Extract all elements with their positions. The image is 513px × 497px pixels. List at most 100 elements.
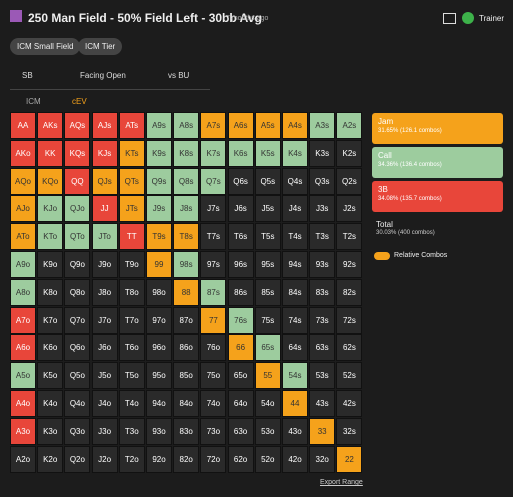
hand-cell[interactable]: J9o — [91, 251, 118, 278]
hand-cell[interactable]: 98o — [146, 278, 172, 306]
hand-cell[interactable]: K4o — [37, 390, 64, 417]
hand-cell[interactable]: J8s — [173, 195, 200, 223]
hand-cell[interactable]: 42o — [282, 445, 308, 473]
hand-cell[interactable]: J6s — [227, 195, 254, 223]
hand-cell[interactable]: K2s — [336, 139, 363, 167]
hand-cell[interactable]: Q6o — [64, 334, 91, 362]
hand-cell[interactable]: QJs — [91, 167, 118, 195]
hand-cell[interactable]: Q5s — [254, 167, 281, 195]
hand-cell[interactable]: JTs — [118, 195, 145, 223]
hand-cell[interactable]: KQs — [64, 139, 91, 167]
hand-cell[interactable]: KTs — [118, 139, 145, 167]
hand-cell[interactable]: 66 — [227, 334, 254, 362]
chip[interactable]: ICM Tier — [78, 38, 123, 55]
hand-cell[interactable]: Q5o — [64, 362, 91, 390]
hand-cell[interactable]: TT — [118, 223, 145, 251]
hand-cell[interactable]: T4o — [118, 390, 145, 417]
hand-cell[interactable]: 32o — [309, 445, 336, 473]
hand-cell[interactable]: AA — [10, 112, 36, 139]
hand-cell[interactable]: K7s — [200, 139, 227, 167]
hand-cell[interactable]: 97o — [146, 306, 172, 334]
hand-cell[interactable]: 65s — [254, 334, 281, 362]
hand-cell[interactable]: 33 — [309, 417, 336, 445]
hand-cell[interactable]: KQo — [37, 167, 64, 195]
hand-cell[interactable]: 87s — [200, 278, 227, 306]
hand-cell[interactable]: Q8o — [64, 278, 91, 306]
hand-cell[interactable]: AKo — [10, 139, 36, 167]
trainer-icon[interactable] — [462, 12, 474, 24]
hand-cell[interactable]: QQ — [64, 167, 91, 195]
hand-cell[interactable]: 83o — [173, 417, 200, 445]
hand-cell[interactable]: J2s — [336, 195, 363, 223]
hand-cell[interactable]: 92s — [336, 251, 363, 278]
hand-cell[interactable]: KJs — [91, 139, 118, 167]
hand-cell[interactable]: JJ — [91, 195, 118, 223]
hand-cell[interactable]: 62o — [227, 445, 254, 473]
hand-cell[interactable]: T6s — [227, 223, 254, 251]
hand-cell[interactable]: 97s — [200, 251, 227, 278]
hand-cell[interactable]: 54o — [254, 390, 281, 417]
hand-cell[interactable]: T8s — [173, 223, 200, 251]
hand-cell[interactable]: AQs — [64, 112, 91, 139]
hand-cell[interactable]: K2o — [37, 445, 64, 473]
hand-cell[interactable]: J3s — [309, 195, 336, 223]
hand-cell[interactable]: 75s — [254, 306, 281, 334]
hand-cell[interactable]: Q9o — [64, 251, 91, 278]
hand-cell[interactable]: A2s — [336, 112, 363, 139]
hand-cell[interactable]: J8o — [91, 278, 118, 306]
hand-cell[interactable]: ATo — [10, 223, 36, 251]
hand-cell[interactable]: J2o — [91, 445, 118, 473]
hand-cell[interactable]: K9s — [146, 139, 172, 167]
hand-cell[interactable]: T7s — [200, 223, 227, 251]
hand-cell[interactable]: 88 — [173, 278, 200, 306]
export-link[interactable]: Export Range — [320, 479, 363, 486]
hand-cell[interactable]: 52o — [254, 445, 281, 473]
hand-cell[interactable]: 73o — [200, 417, 227, 445]
hand-cell[interactable]: 44 — [282, 390, 308, 417]
hand-cell[interactable]: 99 — [146, 251, 172, 278]
hand-cell[interactable]: T8o — [118, 278, 145, 306]
hand-cell[interactable]: Q4o — [64, 390, 91, 417]
hand-cell[interactable]: 76s — [227, 306, 254, 334]
hand-cell[interactable]: 94o — [146, 390, 172, 417]
hand-cell[interactable]: J3o — [91, 417, 118, 445]
hand-cell[interactable]: 74o — [200, 390, 227, 417]
hand-cell[interactable]: Q8s — [173, 167, 200, 195]
hand-cell[interactable]: 52s — [336, 362, 363, 390]
hand-cell[interactable]: A9o — [10, 251, 36, 278]
hand-cell[interactable]: QTs — [118, 167, 145, 195]
hand-cell[interactable]: 82s — [336, 278, 363, 306]
hand-cell[interactable]: K4s — [282, 139, 308, 167]
hand-cell[interactable]: 86s — [227, 278, 254, 306]
hand-cell[interactable]: 63o — [227, 417, 254, 445]
hand-cell[interactable]: Q3o — [64, 417, 91, 445]
hand-cell[interactable]: 77 — [200, 306, 227, 334]
hand-cell[interactable]: QTo — [64, 223, 91, 251]
hand-cell[interactable]: T5s — [254, 223, 281, 251]
hand-cell[interactable]: 62s — [336, 334, 363, 362]
hand-cell[interactable]: 42s — [336, 390, 363, 417]
hand-cell[interactable]: T2s — [336, 223, 363, 251]
tab[interactable]: ICM — [26, 97, 41, 106]
hand-cell[interactable]: A5o — [10, 362, 36, 390]
hand-cell[interactable]: A8s — [173, 112, 200, 139]
hand-cell[interactable]: AQo — [10, 167, 36, 195]
hand-cell[interactable]: T7o — [118, 306, 145, 334]
hand-cell[interactable]: JTo — [91, 223, 118, 251]
hand-cell[interactable]: Q6s — [227, 167, 254, 195]
hand-cell[interactable]: A3s — [309, 112, 336, 139]
hand-cell[interactable]: 32s — [336, 417, 363, 445]
hand-cell[interactable]: K8o — [37, 278, 64, 306]
trainer[interactable]: Trainer — [479, 14, 505, 23]
hand-cell[interactable]: 86o — [173, 334, 200, 362]
hand-cell[interactable]: 82o — [173, 445, 200, 473]
hand-cell[interactable]: 95s — [254, 251, 281, 278]
hand-cell[interactable]: 22 — [336, 445, 363, 473]
hand-cell[interactable]: K5o — [37, 362, 64, 390]
hand-cell[interactable]: K3o — [37, 417, 64, 445]
hand-cell[interactable]: KJo — [37, 195, 64, 223]
hand-cell[interactable]: 64o — [227, 390, 254, 417]
hand-cell[interactable]: Q3s — [309, 167, 336, 195]
hand-cell[interactable]: KTo — [37, 223, 64, 251]
hand-cell[interactable]: AKs — [37, 112, 64, 139]
